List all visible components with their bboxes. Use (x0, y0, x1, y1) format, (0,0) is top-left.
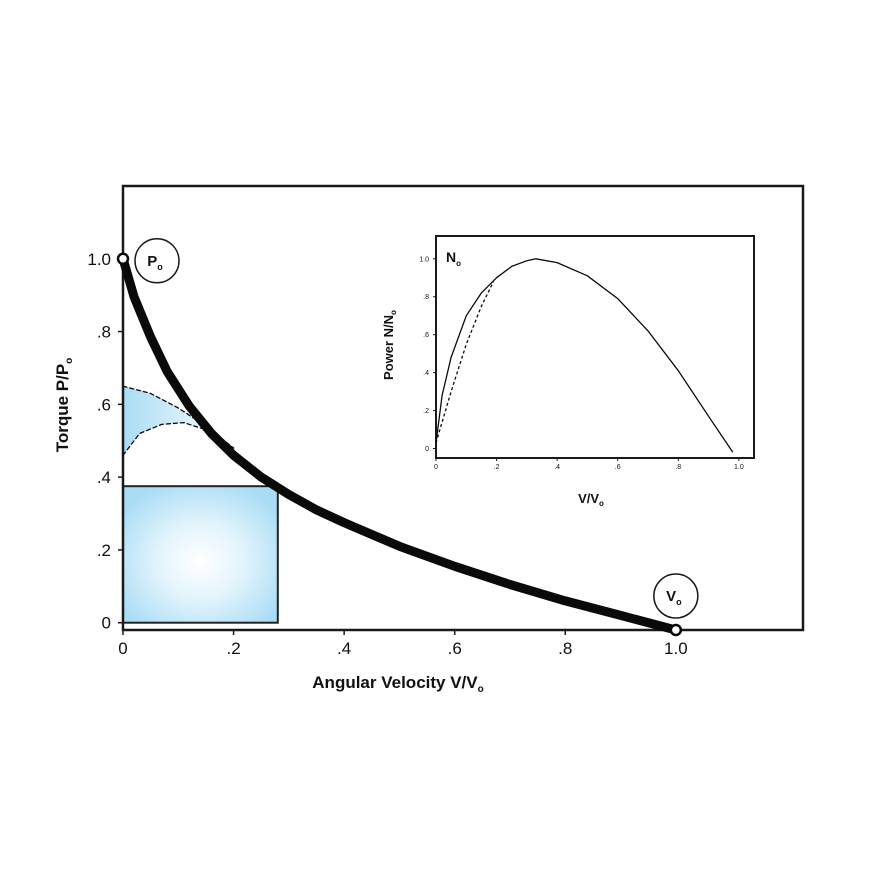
inset-corner-label-sub: o (456, 259, 461, 268)
endpoint-badge-letter: V (666, 588, 676, 605)
main-x-axis-title: Angular Velocity V/Vo (312, 673, 483, 695)
inset-y-axis-title-sub: o (389, 310, 398, 315)
inset-x-tick-label: 1.0 (734, 464, 744, 471)
inset-x-tick-label: .6 (615, 464, 621, 471)
endpoint-badge (134, 238, 180, 284)
main-x-tick-label: 1.0 (664, 639, 688, 658)
inset-x-tick-label: .8 (675, 464, 681, 471)
inset-series-group (435, 258, 734, 453)
inset-y-tick-label: .6 (423, 332, 429, 339)
upper-dashed-curve (122, 385, 235, 449)
main-y-axis-title-text: Torque P/P (53, 364, 72, 452)
endpoint-badge-sub: o (157, 262, 163, 272)
main-y-axis-title: Torque P/Po (53, 358, 75, 453)
main-y-tick-label: .6 (97, 395, 111, 414)
lower-dashed-curve (122, 421, 235, 456)
inset-y-tick-label: 1.0 (419, 256, 429, 263)
inset-x-axis-title-text: V/V (578, 491, 599, 506)
inset-y-axis-title: Power N/No (381, 310, 398, 380)
inset-y-ticks: 0 .2 .4 .6 .8 1.0 (419, 256, 436, 453)
main-x-tick-label: .6 (448, 639, 462, 658)
endpoint-badge-letter: P (147, 253, 157, 270)
endpoint-badge-label: Vo (666, 588, 682, 607)
power-rectangle (122, 485, 279, 624)
main-x-axis-title-sub: o (478, 684, 484, 695)
main-y-tick-label: .4 (97, 468, 111, 487)
main-x-axis-title-text: Angular Velocity V/V (312, 673, 478, 692)
endpoint-marker (669, 623, 683, 637)
inset-x-tick-label: .4 (554, 464, 560, 471)
inset-plot-frame (435, 235, 755, 459)
inset-y-axis-title-text: Power N/N (381, 315, 396, 380)
endpoint-badge-label: Po (147, 253, 163, 272)
inset-x-tick-label: .2 (494, 464, 500, 471)
main-y-ticks: 0 .2 .4 .6 .8 1.0 (87, 250, 123, 633)
main-x-tick-label: .4 (337, 639, 351, 658)
main-y-tick-label: .2 (97, 541, 111, 560)
inset-x-ticks: 0 .2 .4 .6 .8 1.0 (434, 458, 744, 471)
power-dashed-curve (435, 281, 495, 443)
main-x-tick-label: .8 (558, 639, 572, 658)
main-x-ticks: 0 .2 .4 .6 .8 1.0 (118, 630, 688, 658)
main-y-tick-label: 1.0 (87, 250, 111, 269)
main-y-tick-label: 0 (102, 614, 111, 633)
inset-corner-label-text: N (446, 249, 456, 265)
main-y-tick-label: .8 (97, 323, 111, 342)
inset-y-tick-label: .8 (423, 294, 429, 301)
inset-x-tick-label: 0 (434, 464, 438, 471)
endpoint-badge-sub: o (676, 597, 682, 607)
main-y-axis-title-sub: o (64, 358, 75, 364)
inset-chart: 0.2.4.6.8 1.0 0.2.4.6.81.0 No V/Vo Power … (381, 235, 755, 508)
torque-velocity-curve (118, 254, 681, 635)
main-x-tick-label: .2 (226, 639, 240, 658)
inset-x-axis-title: V/Vo (578, 491, 604, 508)
main-x-tick-label: 0 (118, 639, 127, 658)
main-plot-frame (121, 184, 805, 632)
endpoint-badge (653, 573, 699, 619)
endpoint-marker (116, 252, 130, 266)
inset-y-tick-label: .4 (423, 370, 429, 377)
main-series-group (118, 254, 681, 635)
power-curve (435, 258, 734, 453)
inset-y-tick-label: 0 (425, 446, 429, 453)
inset-corner-label: No (446, 249, 461, 268)
inset-x-axis-title-sub: o (599, 499, 604, 508)
inset-y-tick-label: .2 (423, 408, 429, 415)
shaded-lens-region (123, 386, 234, 456)
